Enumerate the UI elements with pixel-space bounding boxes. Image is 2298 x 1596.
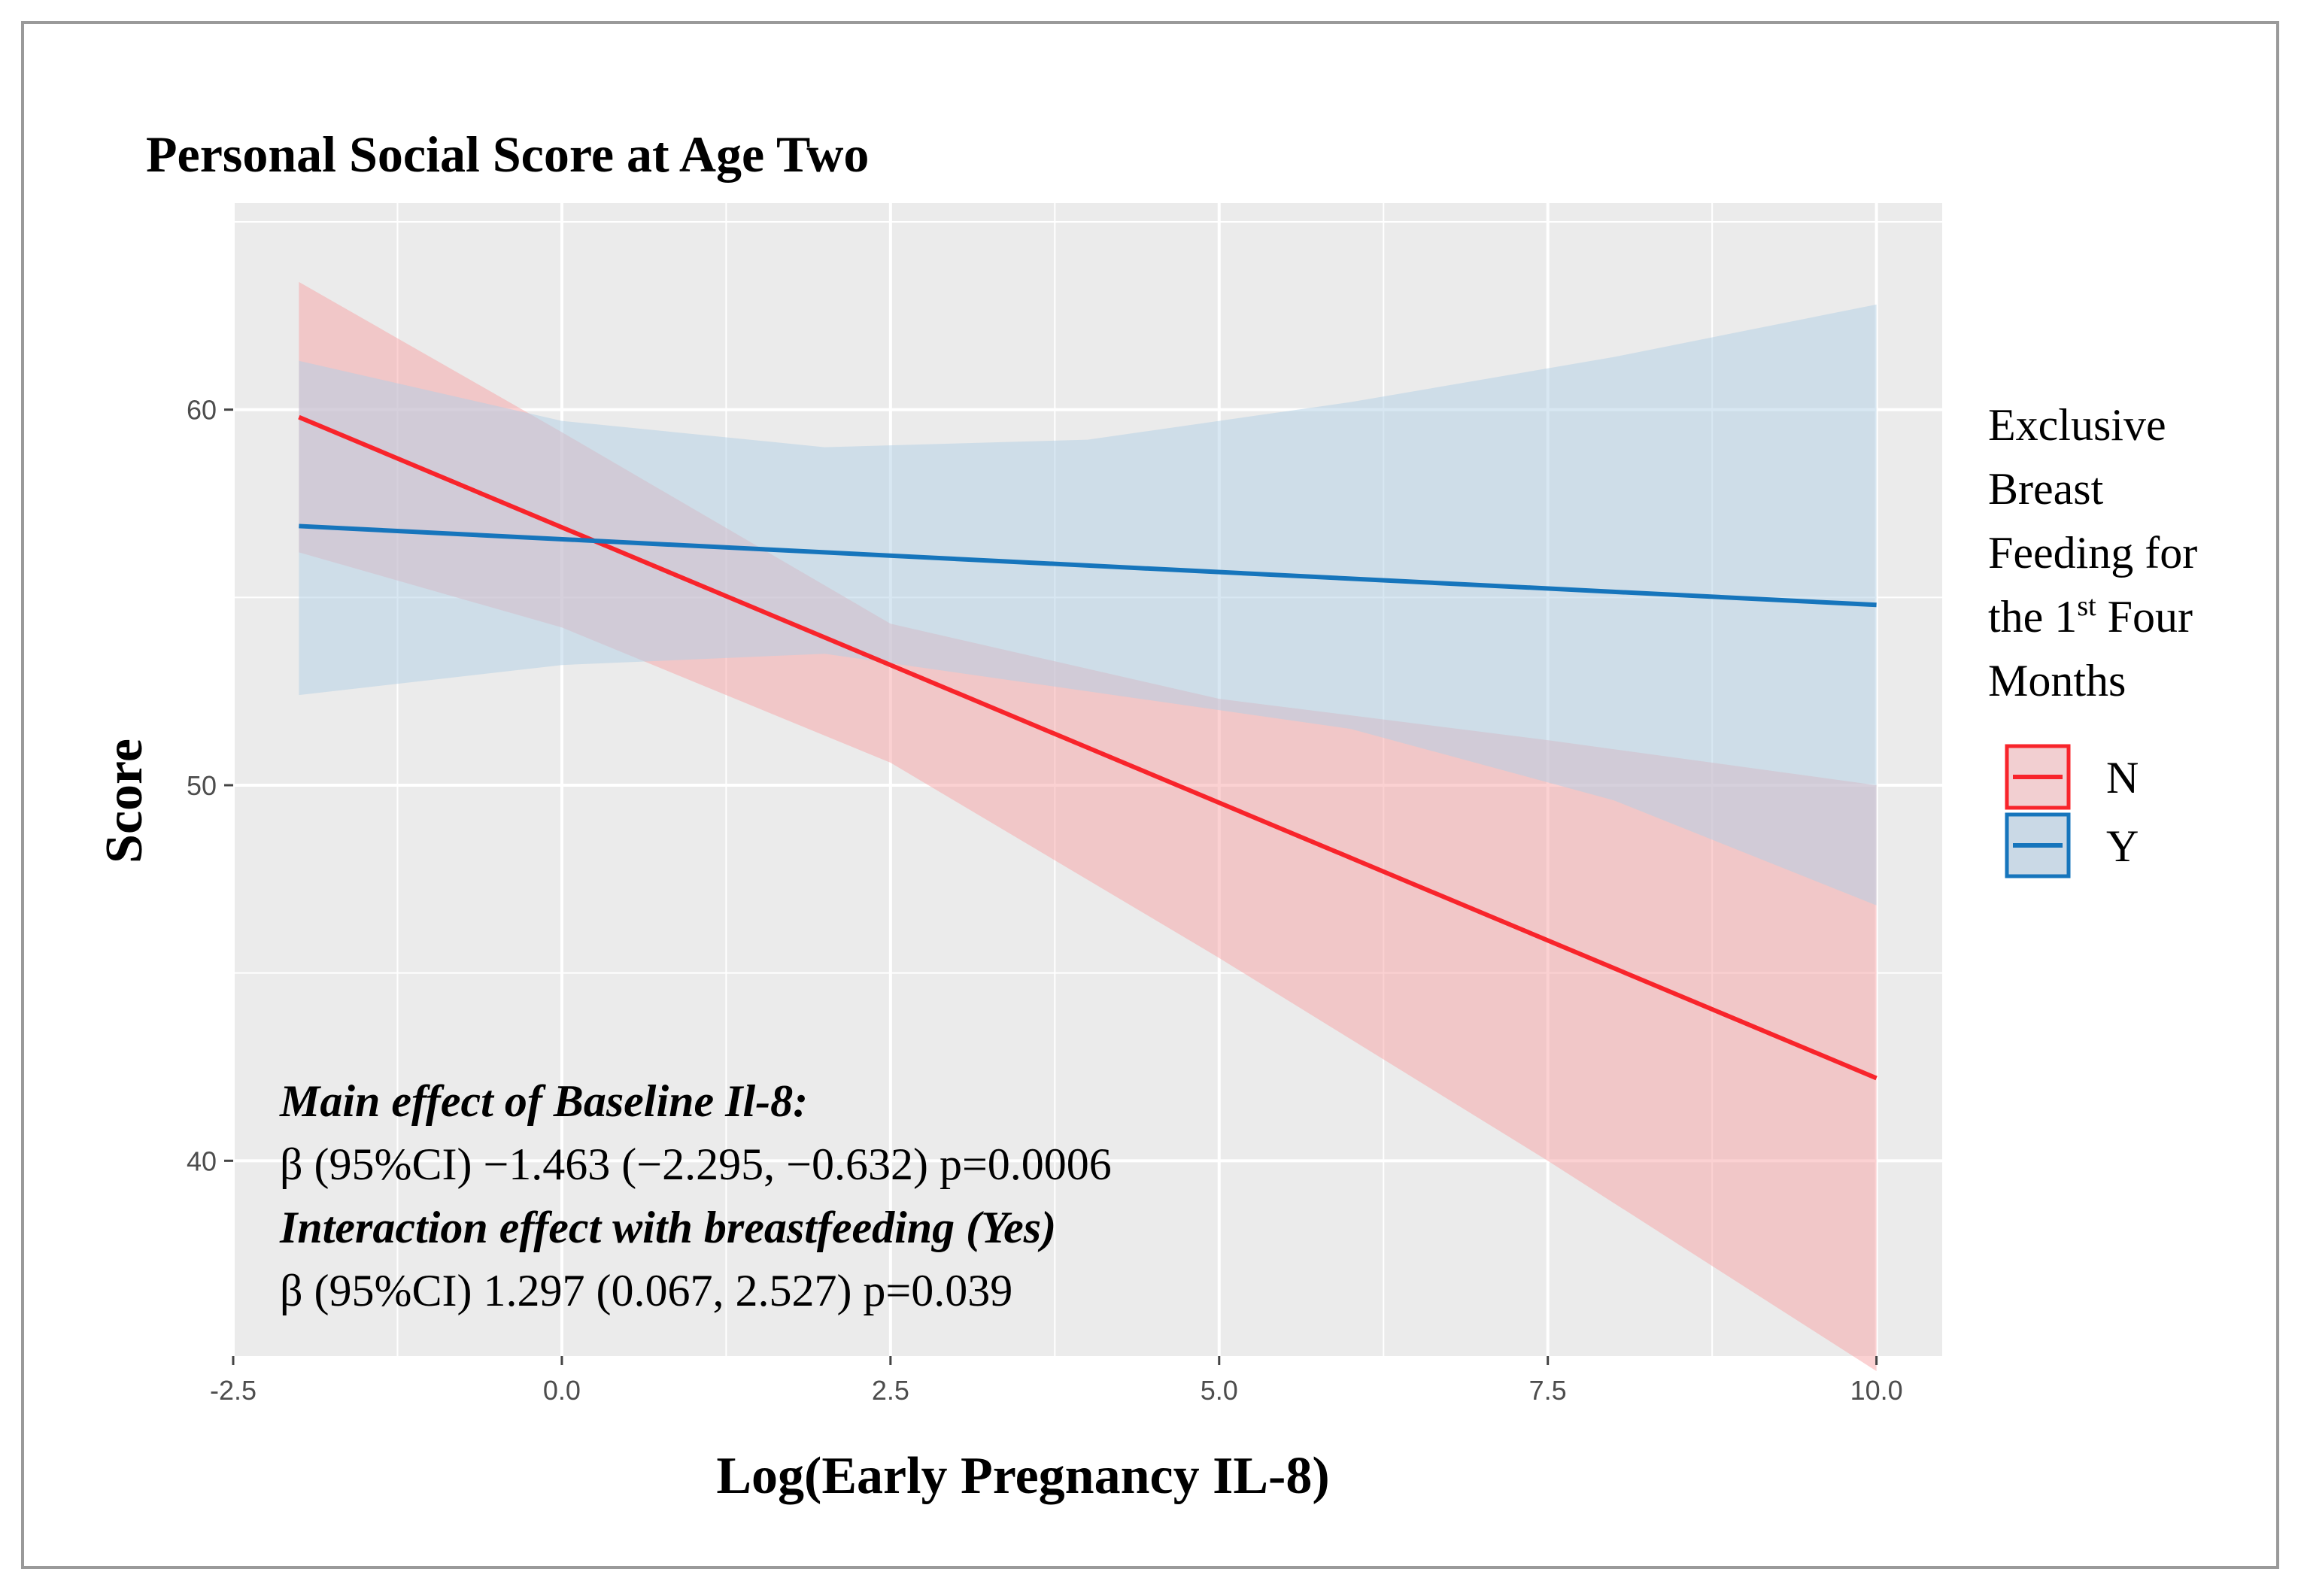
x-axis: -2.5 0.0 2.5 5.0 7.5 10.0 xyxy=(210,1356,1903,1406)
y-tick-label: 40 xyxy=(187,1145,217,1176)
legend-title-line-1: Exclusive xyxy=(1988,400,2166,450)
legend-title-line-4-text: the 1 xyxy=(1988,592,2077,642)
confidence-bands xyxy=(299,281,1877,1371)
chart-title: Personal Social Score at Age Two xyxy=(146,126,869,183)
x-tick-label: 10.0 xyxy=(1850,1375,1903,1406)
legend: Exclusive Breast Feeding for the 1st Fou… xyxy=(1988,400,2197,878)
x-axis-label: Log(Early Pregnancy IL-8) xyxy=(716,1447,1329,1505)
plot-panel xyxy=(232,203,1942,1371)
legend-item-y: Y xyxy=(2005,812,2139,878)
y-axis-label: Score xyxy=(96,739,153,863)
y-tick-label: 50 xyxy=(187,770,217,801)
legend-title-line-4: the 1st Four xyxy=(1988,590,2193,642)
legend-title-superscript: st xyxy=(2077,590,2096,622)
legend-label-n: N xyxy=(2106,753,2139,803)
x-tick-label: -2.5 xyxy=(210,1375,257,1406)
legend-title-line-3: Feeding for xyxy=(1988,528,2197,578)
y-axis: 40 50 60 xyxy=(187,395,233,1176)
fit-line-n xyxy=(298,414,1878,1081)
fit-lines xyxy=(298,414,1878,1081)
x-tick-label: 0.0 xyxy=(543,1375,581,1406)
annotation-main-effect-stats: β (95%CI) −1.463 (−2.295, −0.632) p=0.00… xyxy=(280,1139,1112,1189)
legend-label-y: Y xyxy=(2106,821,2139,871)
annotation-interaction-heading: Interaction effect with breastfeeding (Y… xyxy=(279,1203,1056,1252)
legend-title-line-2: Breast xyxy=(1988,464,2104,514)
y-tick-label: 60 xyxy=(187,395,217,426)
legend-item-n: N xyxy=(2005,744,2139,810)
legend-title-line-4-rest: Four xyxy=(2108,592,2193,642)
fit-line-y xyxy=(299,523,1877,608)
x-tick-label: 2.5 xyxy=(872,1375,909,1406)
annotation-interaction-stats: β (95%CI) 1.297 (0.067, 2.527) p=0.039 xyxy=(280,1266,1012,1315)
legend-title-line-4-spacer xyxy=(2096,592,2108,642)
x-tick-label: 5.0 xyxy=(1201,1375,1238,1406)
legend-title-line-5: Months xyxy=(1988,656,2126,705)
annotation-main-effect-heading: Main effect of Baseline Il-8: xyxy=(279,1076,808,1126)
ci-band-y xyxy=(299,304,1877,906)
x-tick-label: 7.5 xyxy=(1529,1375,1567,1406)
annotation-block: Main effect of Baseline Il-8: β (95%CI) … xyxy=(279,1076,1112,1315)
